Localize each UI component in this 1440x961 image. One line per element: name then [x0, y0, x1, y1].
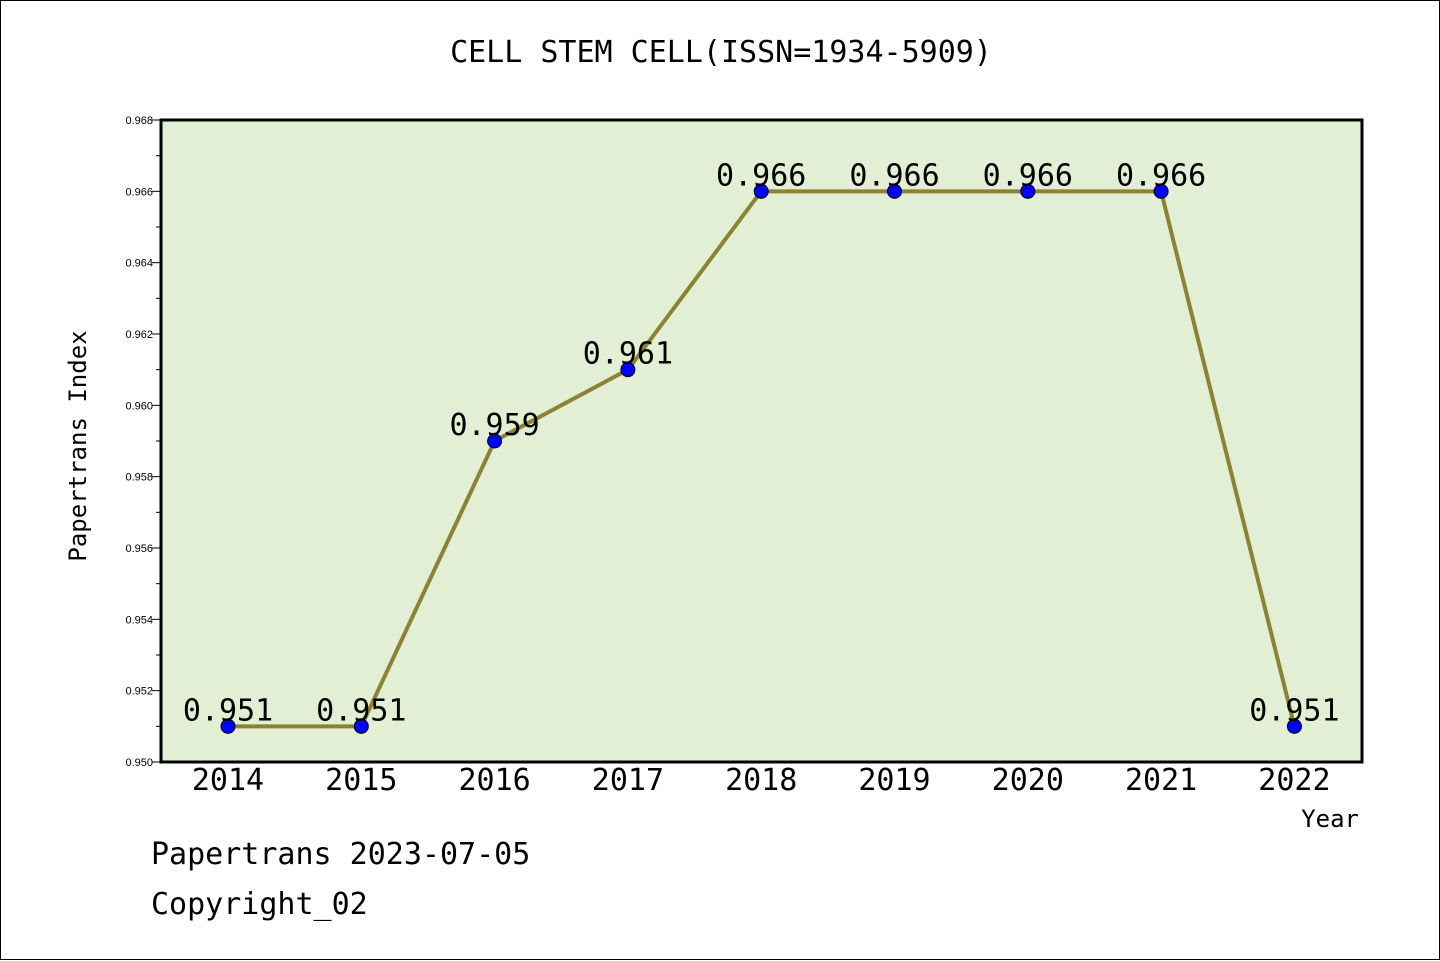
y-axis: 0.950 0.952 0.954 0.956 0.958 0.960 0.962 0.964… [125, 115, 161, 769]
x-tick-label: 2022 [1258, 763, 1330, 798]
data-label: 0.966 [849, 158, 939, 193]
x-axis: 2014 2015 2016 2017 2018 2019 2020 2021 2022 [192, 763, 1331, 798]
y-tick-label: 0.962 [125, 329, 153, 341]
data-label: 0.966 [983, 158, 1073, 193]
x-tick-label: 2019 [858, 763, 930, 798]
footer-copyright: Copyright_02 [151, 887, 368, 922]
x-tick-label: 2016 [458, 763, 530, 798]
x-tick-label: 2020 [992, 763, 1064, 798]
data-point [1153, 183, 1169, 199]
x-tick-label: 2014 [192, 763, 264, 798]
data-label: 0.966 [716, 158, 806, 193]
y-tick-label: 0.960 [125, 400, 153, 412]
data-point [353, 718, 369, 734]
data-point [220, 718, 236, 734]
data-point [753, 183, 769, 199]
x-tick-label: 2015 [325, 763, 397, 798]
chart-title: CELL STEM CELL(ISSN=1934-5909) [450, 35, 992, 70]
data-label: 0.961 [583, 337, 673, 372]
y-tick-label: 0.964 [125, 258, 153, 270]
footer-date: Papertrans 2023-07-05 [151, 837, 531, 872]
data-point [1286, 718, 1302, 734]
x-tick-label: 2018 [725, 763, 797, 798]
series-layer: 0.951 0.951 0.959 0.961 0.966 0.966 0.966 0.966… [183, 158, 1340, 734]
data-label: 0.951 [1249, 693, 1339, 728]
data-point [887, 183, 902, 199]
data-point [1020, 183, 1036, 199]
x-tick-label: 2021 [1125, 763, 1197, 798]
y-axis-label: Papertrans Index [64, 330, 92, 561]
data-point [487, 433, 503, 449]
y-tick-label: 0.966 [125, 186, 153, 198]
data-point [620, 362, 636, 378]
y-tick-label: 0.956 [125, 543, 153, 555]
y-tick-label: 0.950 [125, 757, 153, 769]
data-label: 0.951 [316, 693, 406, 728]
data-label: 0.966 [1116, 158, 1206, 193]
x-axis-label: Year [1301, 805, 1359, 833]
x-tick-label: 2017 [592, 763, 664, 798]
plot-area [159, 118, 1364, 764]
y-tick-label: 0.968 [125, 115, 153, 127]
y-tick-label: 0.954 [125, 614, 153, 626]
data-label: 0.951 [183, 693, 273, 728]
y-tick-label: 0.952 [125, 686, 153, 698]
y-tick-label: 0.958 [125, 472, 153, 484]
data-label: 0.959 [449, 408, 539, 443]
